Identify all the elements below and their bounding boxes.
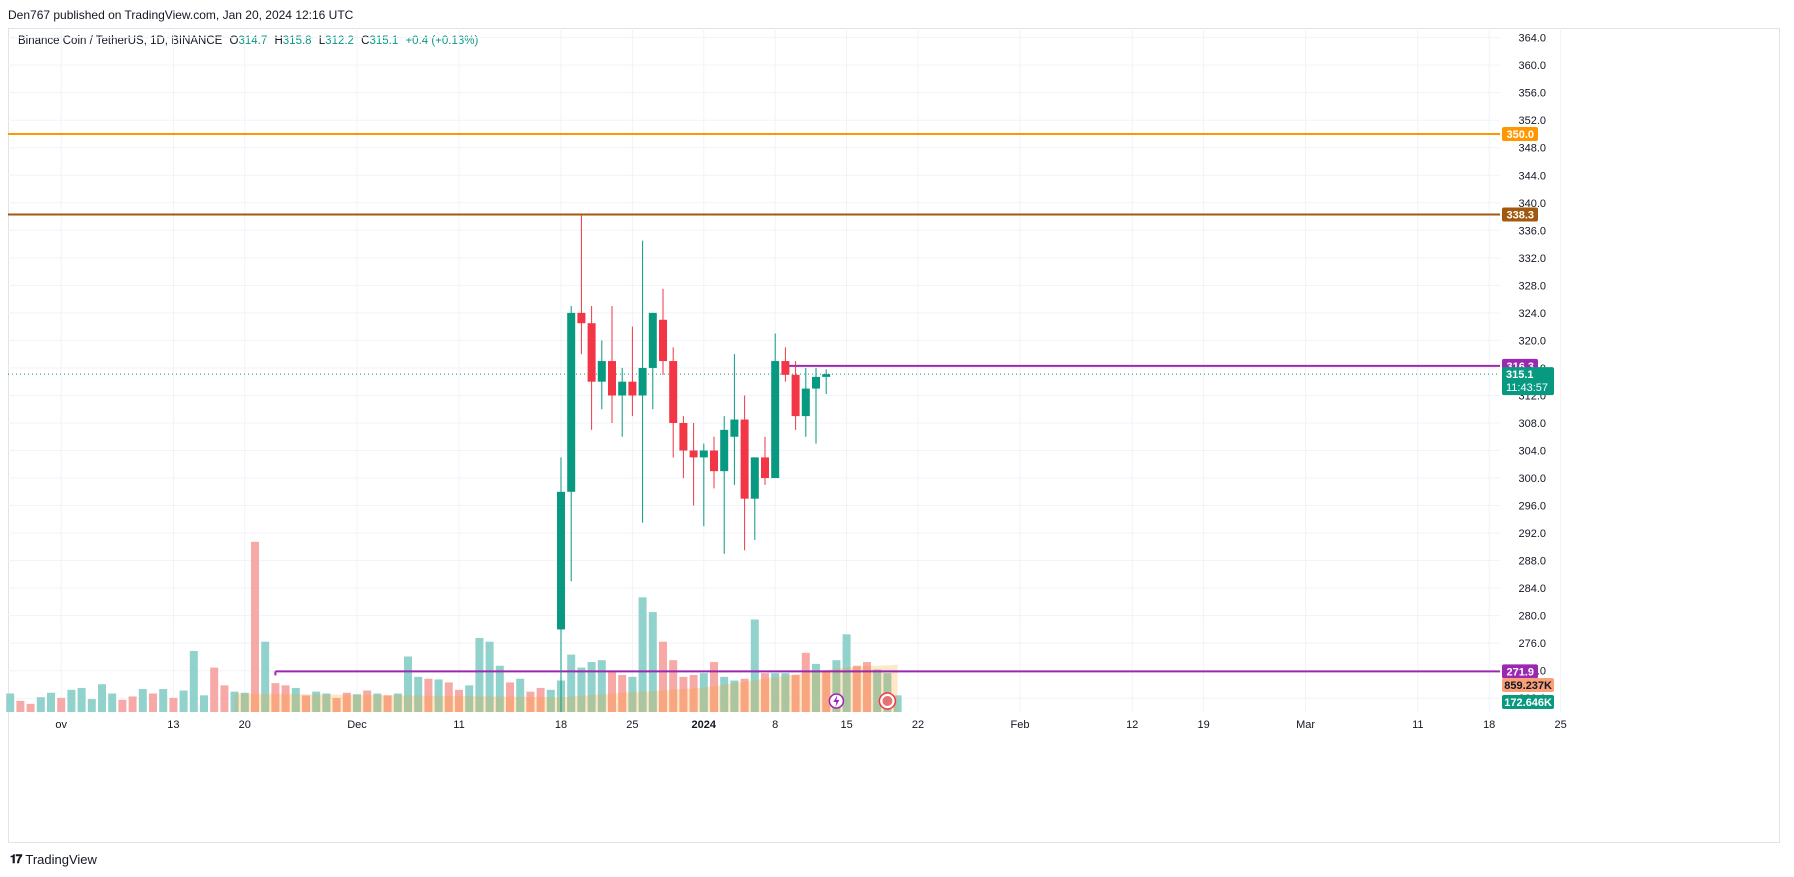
change-value: +0.4 (+0.13%) (405, 35, 479, 47)
close-label: C (361, 35, 370, 47)
open-value: 314.7 (238, 35, 268, 47)
high-label: H (274, 35, 283, 47)
open-label: O (229, 35, 239, 47)
low-value: 312.2 (325, 35, 354, 47)
tradingview-logo-icon: 𝟏𝟕 (10, 852, 22, 866)
close-value: 315.1 (369, 35, 399, 47)
high-value: 315.8 (282, 35, 312, 47)
symbol-name: Binance Coin / TetherUS, 1D, BINANCE (18, 35, 223, 47)
publisher-line: Den767 published on TradingView.com, Jan… (8, 8, 354, 22)
footer-logo-text: TradingView (25, 852, 97, 867)
low-label: L (318, 35, 326, 47)
tradingview-footer[interactable]: 𝟏𝟕 TradingView (10, 852, 97, 867)
chart-frame (8, 28, 1780, 843)
symbol-legend: Binance Coin / TetherUS, 1D, BINANCE O31… (18, 35, 478, 47)
